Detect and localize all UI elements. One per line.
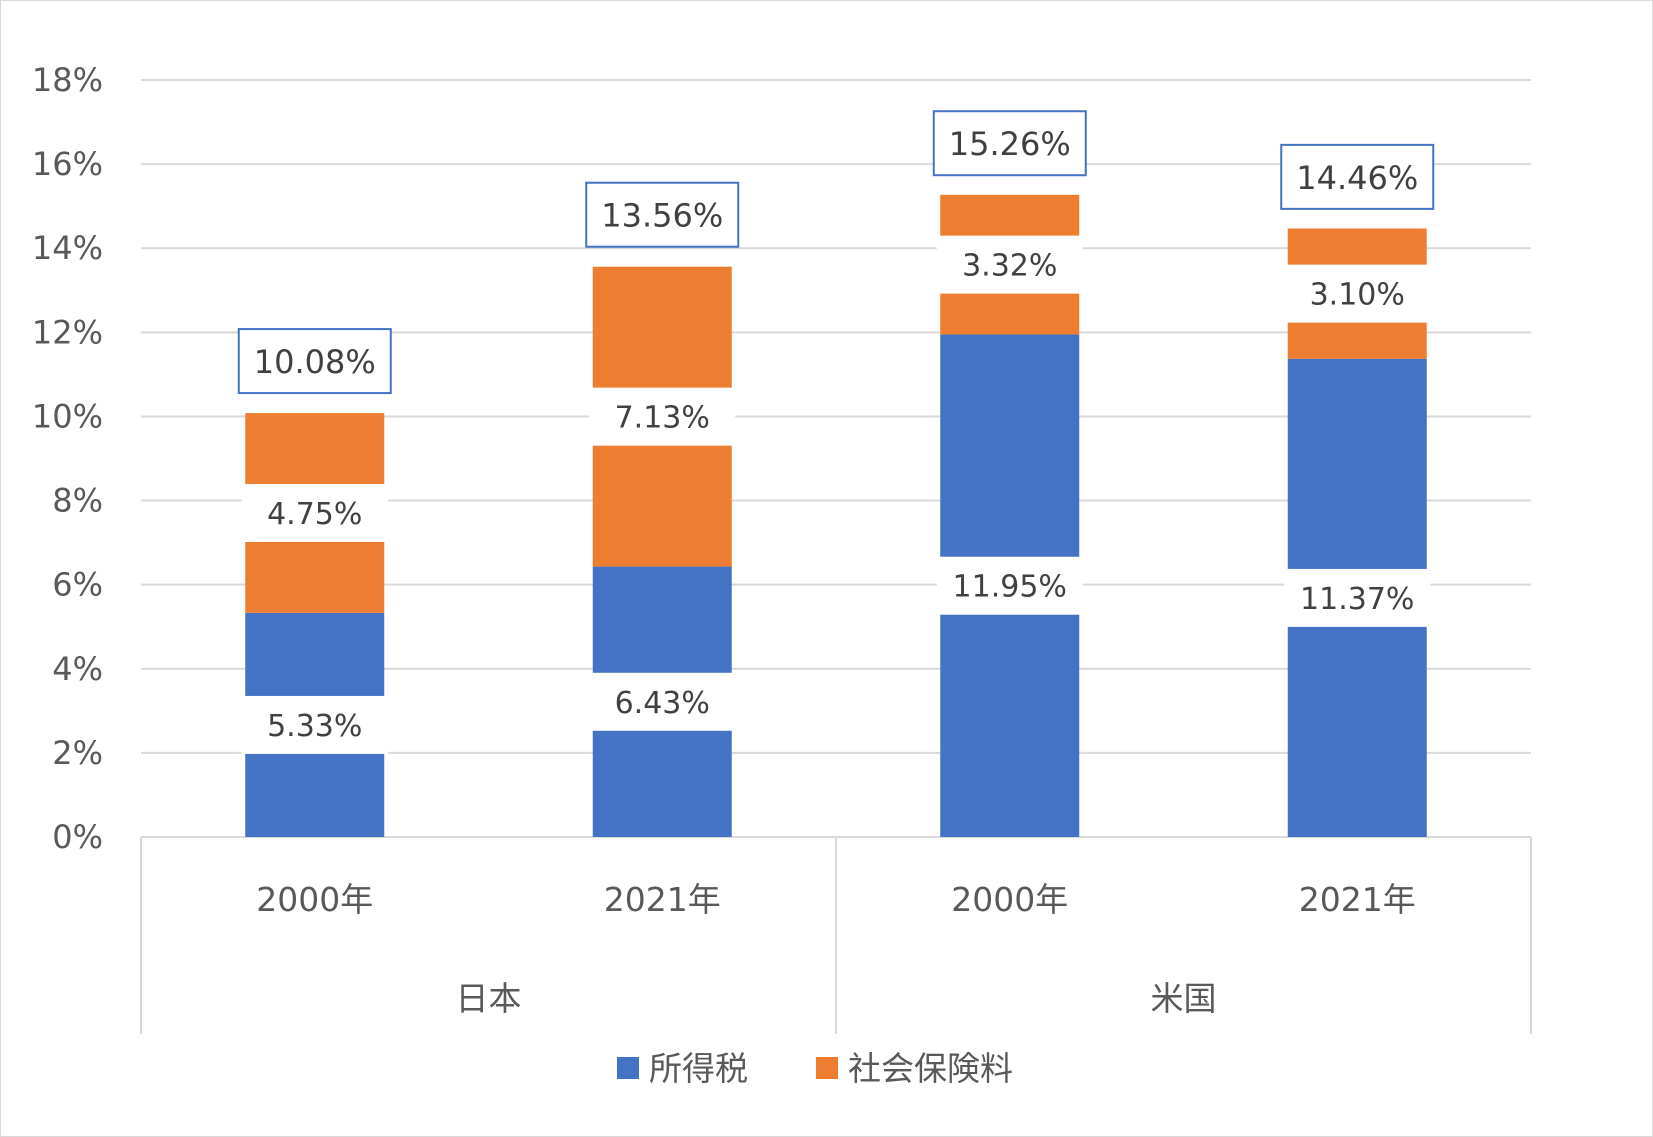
x-category-label: 2000年 [256,880,373,919]
total-label: 14.46% [1296,159,1418,197]
y-tick-label: 14% [32,229,103,267]
data-label: 5.33% [267,709,362,744]
legend-swatch [617,1057,639,1079]
data-label-box [241,695,388,754]
data-label: 6.43% [615,686,710,721]
total-label-box [585,181,740,248]
y-tick-label: 16% [32,145,103,183]
data-label: 4.75% [267,497,362,532]
legend-swatch [816,1057,838,1079]
total-label: 15.26% [949,125,1071,163]
y-tick-label: 18% [32,61,103,99]
legend-label: 社会保険料 [848,1049,1013,1088]
data-label-box [936,556,1083,615]
total-label-box [237,328,392,395]
x-category-label: 2021年 [604,880,721,919]
data-label-box [241,483,388,542]
x-group-label: 米国 [1151,979,1217,1018]
data-label-box [936,235,1083,294]
data-label: 3.10% [1310,278,1405,313]
data-label: 7.13% [615,401,710,436]
y-tick-label: 12% [32,313,103,351]
data-label-box [1284,264,1431,323]
y-tick-label: 10% [32,397,103,435]
data-label-box [589,387,736,446]
x-category-label: 2000年 [951,880,1068,919]
total-label: 13.56% [601,197,723,235]
data-label: 3.32% [962,249,1057,284]
total-label: 10.08% [254,343,376,381]
data-label-box [589,672,736,731]
y-tick-label: 0% [52,818,103,856]
y-tick-label: 4% [52,650,103,688]
data-label: 11.95% [953,570,1067,605]
data-label-box [1284,568,1431,627]
x-category-label: 2021年 [1299,880,1416,919]
data-label: 11.37% [1300,582,1414,617]
y-tick-label: 6% [52,566,103,604]
legend-label: 所得税 [649,1049,748,1088]
total-label-box [1280,143,1435,210]
total-label-box [932,110,1087,177]
y-tick-label: 2% [52,734,103,772]
x-group-label: 日本 [456,979,522,1018]
y-tick-label: 8% [52,482,103,520]
